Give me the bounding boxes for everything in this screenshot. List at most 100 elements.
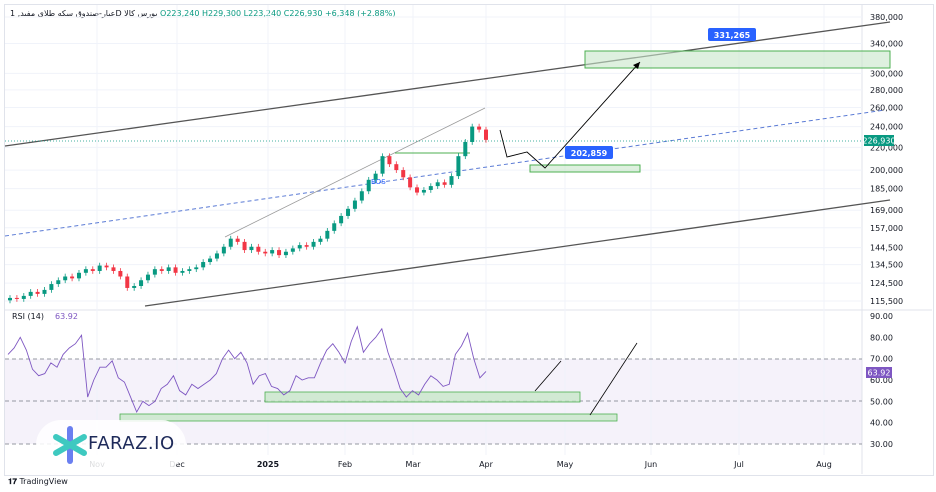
candle bbox=[242, 241, 247, 251]
candle bbox=[442, 182, 447, 185]
price-tick: 169,000 bbox=[870, 206, 903, 215]
tradingview-label: TradingView bbox=[19, 477, 68, 486]
candle bbox=[194, 267, 199, 270]
rsi-zone-lower[interactable] bbox=[119, 413, 618, 422]
candle bbox=[421, 189, 426, 193]
time-tick: Dec bbox=[169, 460, 184, 469]
watermark-text: FARAZ.IO bbox=[88, 433, 175, 454]
candle bbox=[339, 215, 344, 224]
ohlc-change: +6,348 (+2.88%) bbox=[324, 9, 396, 18]
candle bbox=[159, 269, 164, 271]
bos-label: BOS bbox=[371, 178, 386, 186]
candle bbox=[318, 238, 323, 242]
wedge-line[interactable] bbox=[224, 107, 486, 238]
price-tick: 340,000 bbox=[870, 40, 903, 49]
rsi-tick: 60.00 bbox=[870, 376, 893, 385]
candle bbox=[249, 246, 254, 251]
faraz-logo-icon bbox=[53, 426, 87, 464]
candle bbox=[187, 269, 192, 271]
candle bbox=[125, 276, 130, 288]
candle bbox=[325, 230, 330, 239]
symbol-name[interactable]: 1 ,عیار-صندوق سکه طلای مفید bbox=[10, 9, 116, 18]
ohlc-open: O223,240 bbox=[160, 9, 200, 18]
time-tick: Jul bbox=[733, 460, 744, 469]
candle bbox=[428, 186, 433, 190]
candle bbox=[346, 208, 351, 216]
price-tick: 280,000 bbox=[870, 86, 903, 95]
candle bbox=[463, 141, 468, 157]
price-tick: 220,000 bbox=[870, 143, 903, 152]
projection-path[interactable] bbox=[499, 61, 641, 169]
price-tick: 200,000 bbox=[870, 166, 903, 175]
candle bbox=[63, 276, 68, 281]
rsi-tick: 80.00 bbox=[870, 333, 893, 342]
upper-channel-line[interactable] bbox=[4, 21, 891, 147]
chart-frame[interactable] bbox=[4, 4, 934, 476]
candle bbox=[283, 251, 288, 256]
ohlc-low: L223,240 bbox=[243, 9, 282, 18]
candle bbox=[352, 200, 357, 209]
last-price-badge bbox=[864, 135, 894, 146]
target-low-label: 202,859 bbox=[571, 149, 608, 158]
last-price-label: 226,930 bbox=[862, 137, 895, 146]
candle bbox=[83, 269, 88, 273]
ohlc-close: C226,930 bbox=[283, 9, 323, 18]
candle bbox=[35, 291, 40, 294]
candle bbox=[373, 173, 378, 180]
candle bbox=[76, 272, 81, 279]
rsi-value-badge bbox=[866, 367, 892, 378]
candle bbox=[166, 267, 171, 271]
candle bbox=[359, 191, 364, 201]
mid-channel-line[interactable] bbox=[4, 109, 886, 237]
candle bbox=[263, 251, 268, 254]
candle bbox=[332, 223, 337, 231]
candle bbox=[139, 280, 144, 286]
tradingview-footer[interactable]: 𝟏𝟕 TradingView bbox=[8, 477, 68, 486]
lower-channel-line[interactable] bbox=[144, 199, 891, 307]
candle bbox=[132, 285, 137, 288]
candle bbox=[8, 297, 12, 301]
price-tick: 300,000 bbox=[870, 69, 903, 78]
target-high-badge bbox=[708, 28, 756, 41]
candle bbox=[470, 126, 475, 142]
rsi-zone-upper[interactable] bbox=[264, 391, 581, 403]
interval: D bbox=[115, 9, 122, 18]
price-tick: 260,000 bbox=[870, 103, 903, 112]
candle bbox=[228, 238, 233, 247]
price-tick: 115,500 bbox=[870, 297, 903, 306]
candle bbox=[152, 269, 157, 275]
candle bbox=[290, 248, 295, 252]
candle bbox=[394, 164, 399, 171]
candle bbox=[180, 270, 185, 273]
candle bbox=[70, 276, 75, 279]
target-zone[interactable] bbox=[584, 50, 891, 69]
time-tick: Feb bbox=[338, 460, 352, 469]
candle bbox=[366, 179, 371, 192]
candle bbox=[256, 246, 261, 252]
target-low-badge bbox=[565, 146, 613, 159]
candle bbox=[456, 156, 461, 177]
candle bbox=[311, 241, 316, 247]
rsi-arrow-1[interactable] bbox=[534, 360, 562, 392]
exchange: بورس کالا bbox=[124, 9, 158, 18]
candle bbox=[235, 238, 240, 242]
candle bbox=[111, 267, 116, 271]
target-high-label: 331,265 bbox=[714, 31, 751, 40]
candle bbox=[21, 295, 26, 299]
rsi-label[interactable]: RSI (14) bbox=[12, 312, 44, 321]
candle bbox=[90, 269, 95, 271]
rsi-header-value: 63.92 bbox=[55, 312, 78, 321]
candle bbox=[56, 280, 61, 285]
candle bbox=[401, 170, 406, 178]
candle bbox=[28, 291, 33, 296]
rsi-arrow-2[interactable] bbox=[589, 342, 638, 416]
support-zone[interactable] bbox=[529, 164, 641, 173]
time-tick: May bbox=[557, 460, 574, 469]
candle bbox=[387, 156, 392, 165]
candle bbox=[477, 126, 482, 130]
candle bbox=[97, 265, 102, 271]
watermark-logo: FARAZ.IO bbox=[36, 420, 186, 470]
candle bbox=[42, 289, 47, 294]
price-tick: 185,000 bbox=[870, 185, 903, 194]
